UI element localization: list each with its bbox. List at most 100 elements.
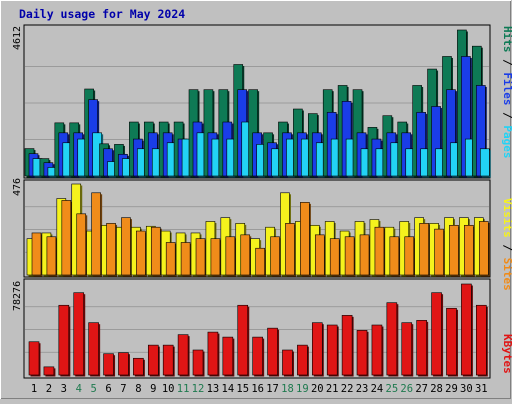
- sites-bar: [150, 226, 161, 276]
- sites-bar: [389, 236, 400, 276]
- x-tick-label: 27: [415, 383, 428, 395]
- sites-bar: [270, 236, 280, 276]
- kbytes-bar: [326, 324, 338, 376]
- graph-title: Daily usage for May 2024: [19, 7, 185, 21]
- kbytes-bar: [133, 357, 144, 376]
- kbytes-bar: [43, 366, 55, 376]
- sites-bar: [61, 200, 72, 276]
- panel-visits-max-label: 476: [12, 178, 23, 196]
- sites-bar: [136, 230, 146, 276]
- sites-bar: [46, 236, 57, 276]
- kbytes-bar: [147, 344, 159, 376]
- sites-bar: [31, 232, 42, 276]
- kbytes-bar: [431, 292, 442, 376]
- x-tick-label: 26: [400, 383, 413, 395]
- legend-sites: Sites: [501, 258, 512, 291]
- kbytes-bar: [267, 327, 278, 376]
- sites-bar: [195, 238, 206, 276]
- x-tick-label: 5: [90, 383, 96, 395]
- x-tick-label: 18: [281, 383, 294, 395]
- legend-sep-1: /: [501, 53, 512, 73]
- x-tick-label: 24: [371, 383, 384, 395]
- sites-bar: [285, 223, 295, 276]
- x-tick-label: 7: [120, 383, 126, 395]
- x-tick-label: 17: [266, 383, 279, 395]
- legend-files: Files: [501, 72, 512, 105]
- legend-kbytes: KBytes: [501, 334, 512, 374]
- legend-sep-3: /: [501, 238, 512, 258]
- x-tick-label: 22: [341, 383, 354, 395]
- x-tick-label: 4: [76, 383, 82, 395]
- x-axis-labels: 1 2 3 4 5 6 7 8 9 10 11 12 13 14 15 16 17 18 19 20 21 22 23 24 2…: [31, 383, 488, 395]
- sites-bar: [329, 238, 340, 276]
- x-tick-label: 28: [430, 383, 443, 395]
- kbytes-bar: [88, 322, 99, 376]
- legend-sep-2: /: [501, 106, 512, 126]
- panel-hits-max-label: 4612: [12, 26, 23, 50]
- kbytes-bar: [341, 315, 353, 376]
- sites-bar: [240, 234, 251, 276]
- kbytes-bar: [446, 307, 457, 376]
- legend-visits: Visits: [501, 198, 512, 238]
- x-tick-label: 9: [150, 383, 156, 395]
- kbytes-bar: [461, 283, 472, 376]
- x-tick-label: 25: [386, 383, 399, 395]
- sites-bar: [374, 226, 385, 276]
- x-tick-label: 16: [251, 383, 264, 395]
- panel-kbytes-max-label: 78276: [12, 281, 23, 311]
- pages-bar: [479, 148, 490, 177]
- sites-bar: [180, 242, 191, 276]
- legend-pages: Pages: [501, 125, 512, 158]
- kbytes-bar: [118, 352, 129, 376]
- x-tick-label: 30: [460, 383, 473, 395]
- x-tick-label: 31: [475, 383, 488, 395]
- kbytes-bar: [311, 322, 323, 376]
- kbytes-bar: [162, 344, 174, 376]
- kbytes-bar: [297, 344, 308, 376]
- kbytes-bar: [282, 349, 293, 376]
- kbytes-bar: [222, 336, 234, 376]
- kbytes-bar: [252, 336, 263, 376]
- x-tick-label: 21: [326, 383, 339, 395]
- legend-hits: Hits: [501, 26, 512, 53]
- sites-bar: [91, 192, 101, 276]
- kbytes-bar: [416, 320, 427, 376]
- legend-hits-files-pages: Hits / Files / Pages: [501, 26, 512, 159]
- x-tick-label: 29: [445, 383, 458, 395]
- x-tick-label: 10: [162, 383, 175, 395]
- sites-bar: [449, 224, 459, 276]
- sites-bar: [478, 221, 489, 276]
- kbytes-bar: [177, 334, 189, 376]
- sites-bar: [434, 228, 444, 276]
- legend-visits-sites: Visits / Sites: [501, 198, 512, 291]
- kbytes-bar: [28, 341, 40, 376]
- sites-bar: [225, 236, 236, 276]
- kbytes-bar: [401, 322, 413, 376]
- x-tick-label: 20: [311, 383, 324, 395]
- x-tick-label: 8: [135, 383, 141, 395]
- kbytes-bar: [192, 349, 204, 376]
- sites-bar: [300, 202, 310, 276]
- sites-bar: [404, 236, 415, 276]
- sites-bar: [419, 223, 429, 276]
- sites-bar: [210, 238, 221, 276]
- chart-marks: [24, 29, 491, 377]
- sites-bar: [255, 247, 265, 276]
- sites-bar: [106, 223, 116, 276]
- x-tick-label: 1: [31, 383, 37, 395]
- x-tick-label: 2: [46, 383, 52, 395]
- x-tick-label: 13: [207, 383, 220, 395]
- kbytes-bar: [475, 304, 487, 376]
- sites-bar: [121, 217, 131, 276]
- sites-bar: [314, 234, 325, 276]
- kbytes-bar: [371, 324, 383, 376]
- x-tick-label: 23: [356, 383, 369, 395]
- x-tick-label: 19: [296, 383, 309, 395]
- kbytes-bar: [103, 353, 114, 376]
- kbytes-bar: [386, 302, 398, 376]
- kbytes-bar: [237, 304, 249, 376]
- kbytes-bar: [207, 331, 219, 376]
- x-tick-label: 14: [222, 383, 235, 395]
- kbytes-bar: [58, 304, 70, 376]
